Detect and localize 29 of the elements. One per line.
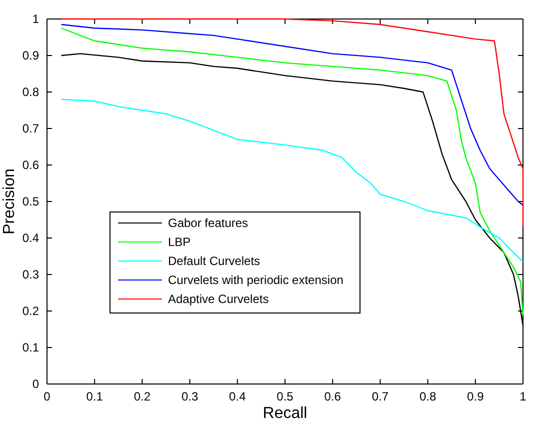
legend-label: LBP — [168, 235, 191, 249]
x-tick-label: 0.5 — [276, 390, 294, 404]
legend-label: Adaptive Curvelets — [168, 292, 269, 306]
y-tick-label: 0 — [32, 376, 40, 391]
x-tick-label: 1 — [520, 390, 527, 404]
y-tick-label: 0.4 — [22, 230, 40, 245]
y-tick-label: 0.2 — [22, 304, 40, 318]
y-tick-label: 0.7 — [22, 121, 40, 136]
legend-label: Default Curvelets — [168, 254, 260, 268]
x-tick-label: 0.9 — [467, 390, 484, 404]
x-tick-label: 0.4 — [229, 390, 246, 404]
y-tick-label: 0.3 — [22, 267, 40, 282]
y-tick-label: 0.5 — [22, 194, 40, 208]
legend-label: Curvelets with periodic extension — [168, 273, 344, 287]
x-tick-label: 0.6 — [324, 390, 342, 404]
x-tick-label: 0 — [44, 390, 51, 404]
y-tick-label: 0.8 — [22, 84, 40, 99]
y-tick-label: 0.6 — [22, 158, 40, 172]
legend-label: Gabor features — [168, 216, 248, 230]
y-tick-label: 0.1 — [22, 340, 40, 354]
x-tick-label: 0.7 — [372, 390, 389, 404]
x-tick-label: 0.1 — [86, 390, 104, 404]
x-tick-label: 0.3 — [181, 390, 198, 404]
y-axis-title: Precision — [1, 168, 18, 234]
x-tick-label: 0.8 — [419, 390, 436, 404]
x-axis-title: Recall — [262, 405, 308, 422]
y-tick-label: 1 — [32, 12, 40, 26]
y-tick-label: 0.9 — [22, 48, 40, 62]
x-tick-label: 0.2 — [134, 390, 151, 404]
